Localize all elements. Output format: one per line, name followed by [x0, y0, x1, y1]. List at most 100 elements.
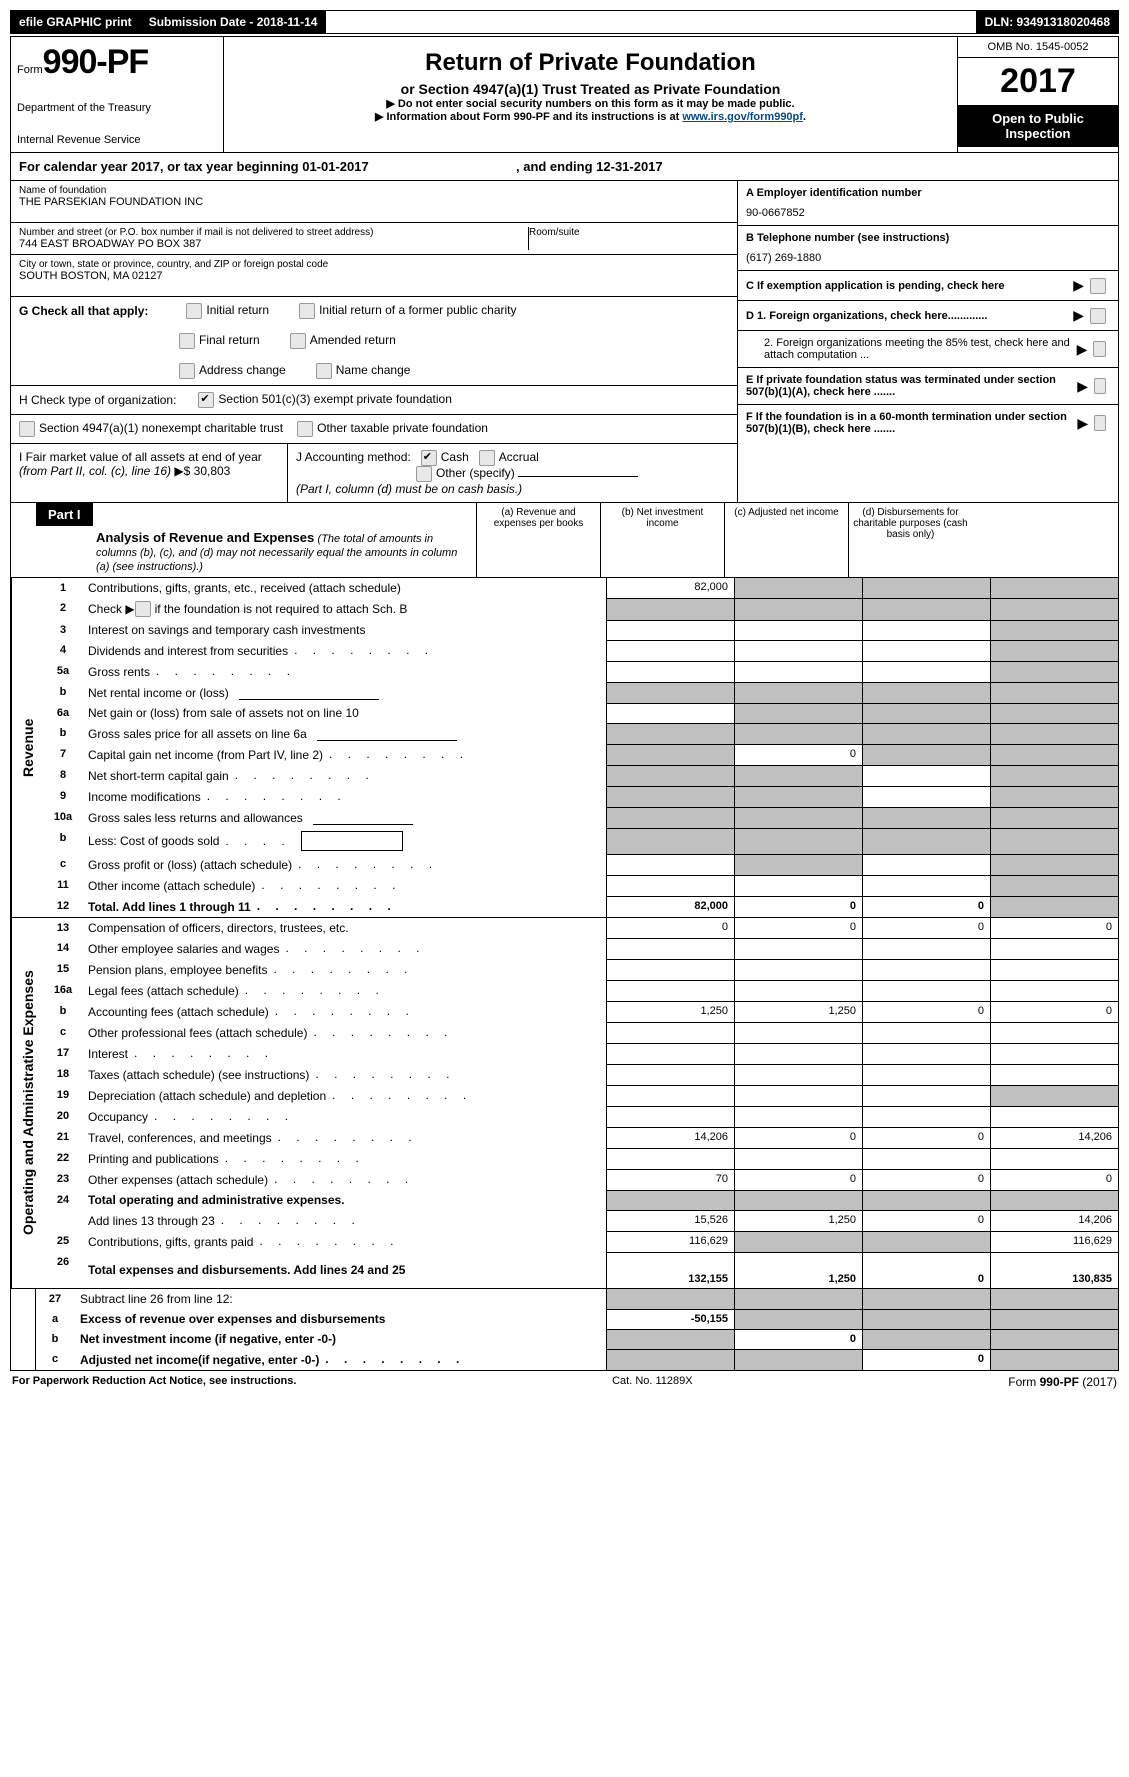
r1-d	[990, 578, 1118, 598]
footer-left: For Paperwork Reduction Act Notice, see …	[12, 1375, 296, 1389]
col-d-header: (d) Disbursements for charitable purpose…	[848, 503, 972, 577]
f-checkbox[interactable]	[1094, 415, 1106, 431]
g-initial-former[interactable]: Initial return of a former public charit…	[299, 303, 516, 319]
i-label: I Fair market value of all assets at end…	[19, 450, 262, 464]
row-16a: 16a Legal fees (attach schedule). . . . …	[44, 980, 1118, 1001]
row-27: 27 Subtract line 26 from line 12:	[36, 1289, 1118, 1309]
f-row: F If the foundation is in a 60-month ter…	[738, 405, 1118, 441]
col-b-header: (b) Net investment income	[600, 503, 724, 577]
g-row: G Check all that apply: Initial return I…	[11, 297, 737, 386]
row-10c: c Gross profit or (loss) (attach schedul…	[44, 854, 1118, 875]
row-26: 26 Total expenses and disbursements. Add…	[44, 1252, 1118, 1288]
r1-b	[734, 578, 862, 598]
row-1: 1 Contributions, gifts, grants, etc., re…	[44, 578, 1118, 598]
h-4947[interactable]: Section 4947(a)(1) nonexempt charitable …	[19, 421, 283, 437]
form-note2: ▶ Information about Form 990-PF and its …	[232, 110, 949, 123]
checkbox-checked-icon	[421, 450, 437, 466]
j-note: (Part I, column (d) must be on cash basi…	[296, 482, 522, 496]
checkbox-icon	[316, 363, 332, 379]
h-lead: H Check type of organization:	[19, 393, 176, 407]
e-checkbox[interactable]	[1094, 378, 1106, 394]
part1-title: Analysis of Revenue and Expenses	[96, 530, 314, 545]
ein-label: A Employer identification number	[746, 187, 1110, 199]
info-right: A Employer identification number 90-0667…	[737, 181, 1118, 502]
g-final-return[interactable]: Final return	[179, 333, 260, 349]
g-address-change[interactable]: Address change	[179, 363, 286, 379]
row-18: 18 Taxes (attach schedule) (see instruct…	[44, 1064, 1118, 1085]
row-5b: b Net rental income or (loss)	[44, 682, 1118, 703]
dept-treasury: Department of the Treasury	[17, 102, 217, 114]
revenue-rows: 1 Contributions, gifts, grants, etc., re…	[44, 578, 1118, 917]
part1-label: Part I	[36, 503, 93, 526]
row-24b: Add lines 13 through 23. . . . . . . . 1…	[44, 1210, 1118, 1231]
row-6a: 6a Net gain or (loss) from sale of asset…	[44, 703, 1118, 723]
footer: For Paperwork Reduction Act Notice, see …	[10, 1371, 1119, 1393]
d1-checkbox[interactable]	[1090, 308, 1106, 324]
row-11: 11 Other income (attach schedule). . . .…	[44, 875, 1118, 896]
g-amended-return[interactable]: Amended return	[290, 333, 396, 349]
checkbox-icon	[19, 421, 35, 437]
expenses-section: Operating and Administrative Expenses 13…	[11, 918, 1118, 1289]
checkbox-icon	[179, 333, 195, 349]
row-24: 24 Total operating and administrative ex…	[44, 1190, 1118, 1210]
i-note: (from Part II, col. (c), line 16)	[19, 464, 171, 478]
form-header: Form990-PF Department of the Treasury In…	[10, 36, 1119, 153]
d2-row: 2. Foreign organizations meeting the 85%…	[738, 331, 1118, 368]
row-13: 13 Compensation of officers, directors, …	[44, 918, 1118, 938]
checkbox-icon	[186, 303, 202, 319]
row-7: 7 Capital gain net income (from Part IV,…	[44, 744, 1118, 765]
j-cash[interactable]: Cash	[421, 450, 469, 464]
d2-checkbox[interactable]	[1093, 341, 1106, 357]
instructions-link[interactable]: www.irs.gov/form990pf	[682, 111, 803, 123]
schb-checkbox[interactable]	[135, 601, 151, 617]
c-checkbox[interactable]	[1090, 278, 1106, 294]
g-name-change[interactable]: Name change	[316, 363, 411, 379]
revenue-sidebar: Revenue	[11, 578, 44, 917]
d2-label: 2. Foreign organizations meeting the 85%…	[746, 337, 1077, 361]
room-cell: Room/suite	[529, 227, 729, 250]
open-to-public: Open to Public Inspection	[958, 105, 1118, 147]
revenue-section: Revenue 1 Contributions, gifts, grants, …	[11, 578, 1118, 918]
form-note1: ▶ Do not enter social security numbers o…	[232, 97, 949, 110]
row-14: 14 Other employee salaries and wages. . …	[44, 938, 1118, 959]
g-lead: G Check all that apply:	[19, 304, 148, 318]
row-22: 22 Printing and publications. . . . . . …	[44, 1148, 1118, 1169]
c-row: C If exemption application is pending, c…	[738, 271, 1118, 301]
calendar-year-row: For calendar year 2017, or tax year begi…	[11, 153, 1118, 181]
foundation-name: THE PARSEKIAN FOUNDATION INC	[19, 196, 729, 208]
phone-value: (617) 269-1880	[746, 252, 1110, 264]
footer-right: Form 990-PF (2017)	[1008, 1375, 1117, 1389]
j-cell: J Accounting method: Cash Accrual Other …	[288, 444, 737, 502]
col-a-header: (a) Revenue and expenses per books	[476, 503, 600, 577]
phone-cell: B Telephone number (see instructions) (6…	[738, 226, 1118, 271]
checkbox-icon	[416, 466, 432, 482]
room-label: Room/suite	[529, 227, 729, 238]
header-left: Form990-PF Department of the Treasury In…	[11, 37, 224, 152]
r1-c	[862, 578, 990, 598]
checkbox-icon	[479, 450, 495, 466]
row-2: 2 Check ▶ if the foundation is not requi…	[44, 598, 1118, 620]
j-other[interactable]: Other (specify)	[296, 466, 515, 480]
checkbox-checked-icon	[198, 392, 214, 408]
row-10b: b Less: Cost of goods sold. . . . . . . …	[44, 828, 1118, 854]
foundation-name-cell: Name of foundation THE PARSEKIAN FOUNDAT…	[11, 181, 737, 223]
city-cell: City or town, state or province, country…	[11, 255, 737, 297]
header-right: OMB No. 1545-0052 2017 Open to Public In…	[958, 37, 1118, 152]
h-row: H Check type of organization: Section 50…	[11, 386, 737, 415]
form-number: 990-PF	[43, 43, 149, 81]
h-other-taxable[interactable]: Other taxable private foundation	[297, 421, 488, 437]
g-initial-return[interactable]: Initial return	[186, 303, 269, 319]
row-27b: b Net investment income (if negative, en…	[36, 1329, 1118, 1349]
f-label: F If the foundation is in a 60-month ter…	[746, 411, 1077, 435]
note2-pre: ▶ Information about Form 990-PF and its …	[375, 111, 682, 123]
main-section: For calendar year 2017, or tax year begi…	[10, 153, 1119, 1371]
row-27c: c Adjusted net income(if negative, enter…	[36, 1349, 1118, 1370]
col-c-header: (c) Adjusted net income	[724, 503, 848, 577]
other-specify-line	[518, 476, 638, 477]
j-accrual[interactable]: Accrual	[479, 450, 539, 464]
h-501c3[interactable]: Section 501(c)(3) exempt private foundat…	[198, 392, 451, 408]
arrow-icon: ▶	[1073, 277, 1084, 294]
row-6b: b Gross sales price for all assets on li…	[44, 723, 1118, 744]
row-5a: 5a Gross rents. . . . . . . .	[44, 661, 1118, 682]
header-center: Return of Private Foundation or Section …	[224, 37, 958, 152]
